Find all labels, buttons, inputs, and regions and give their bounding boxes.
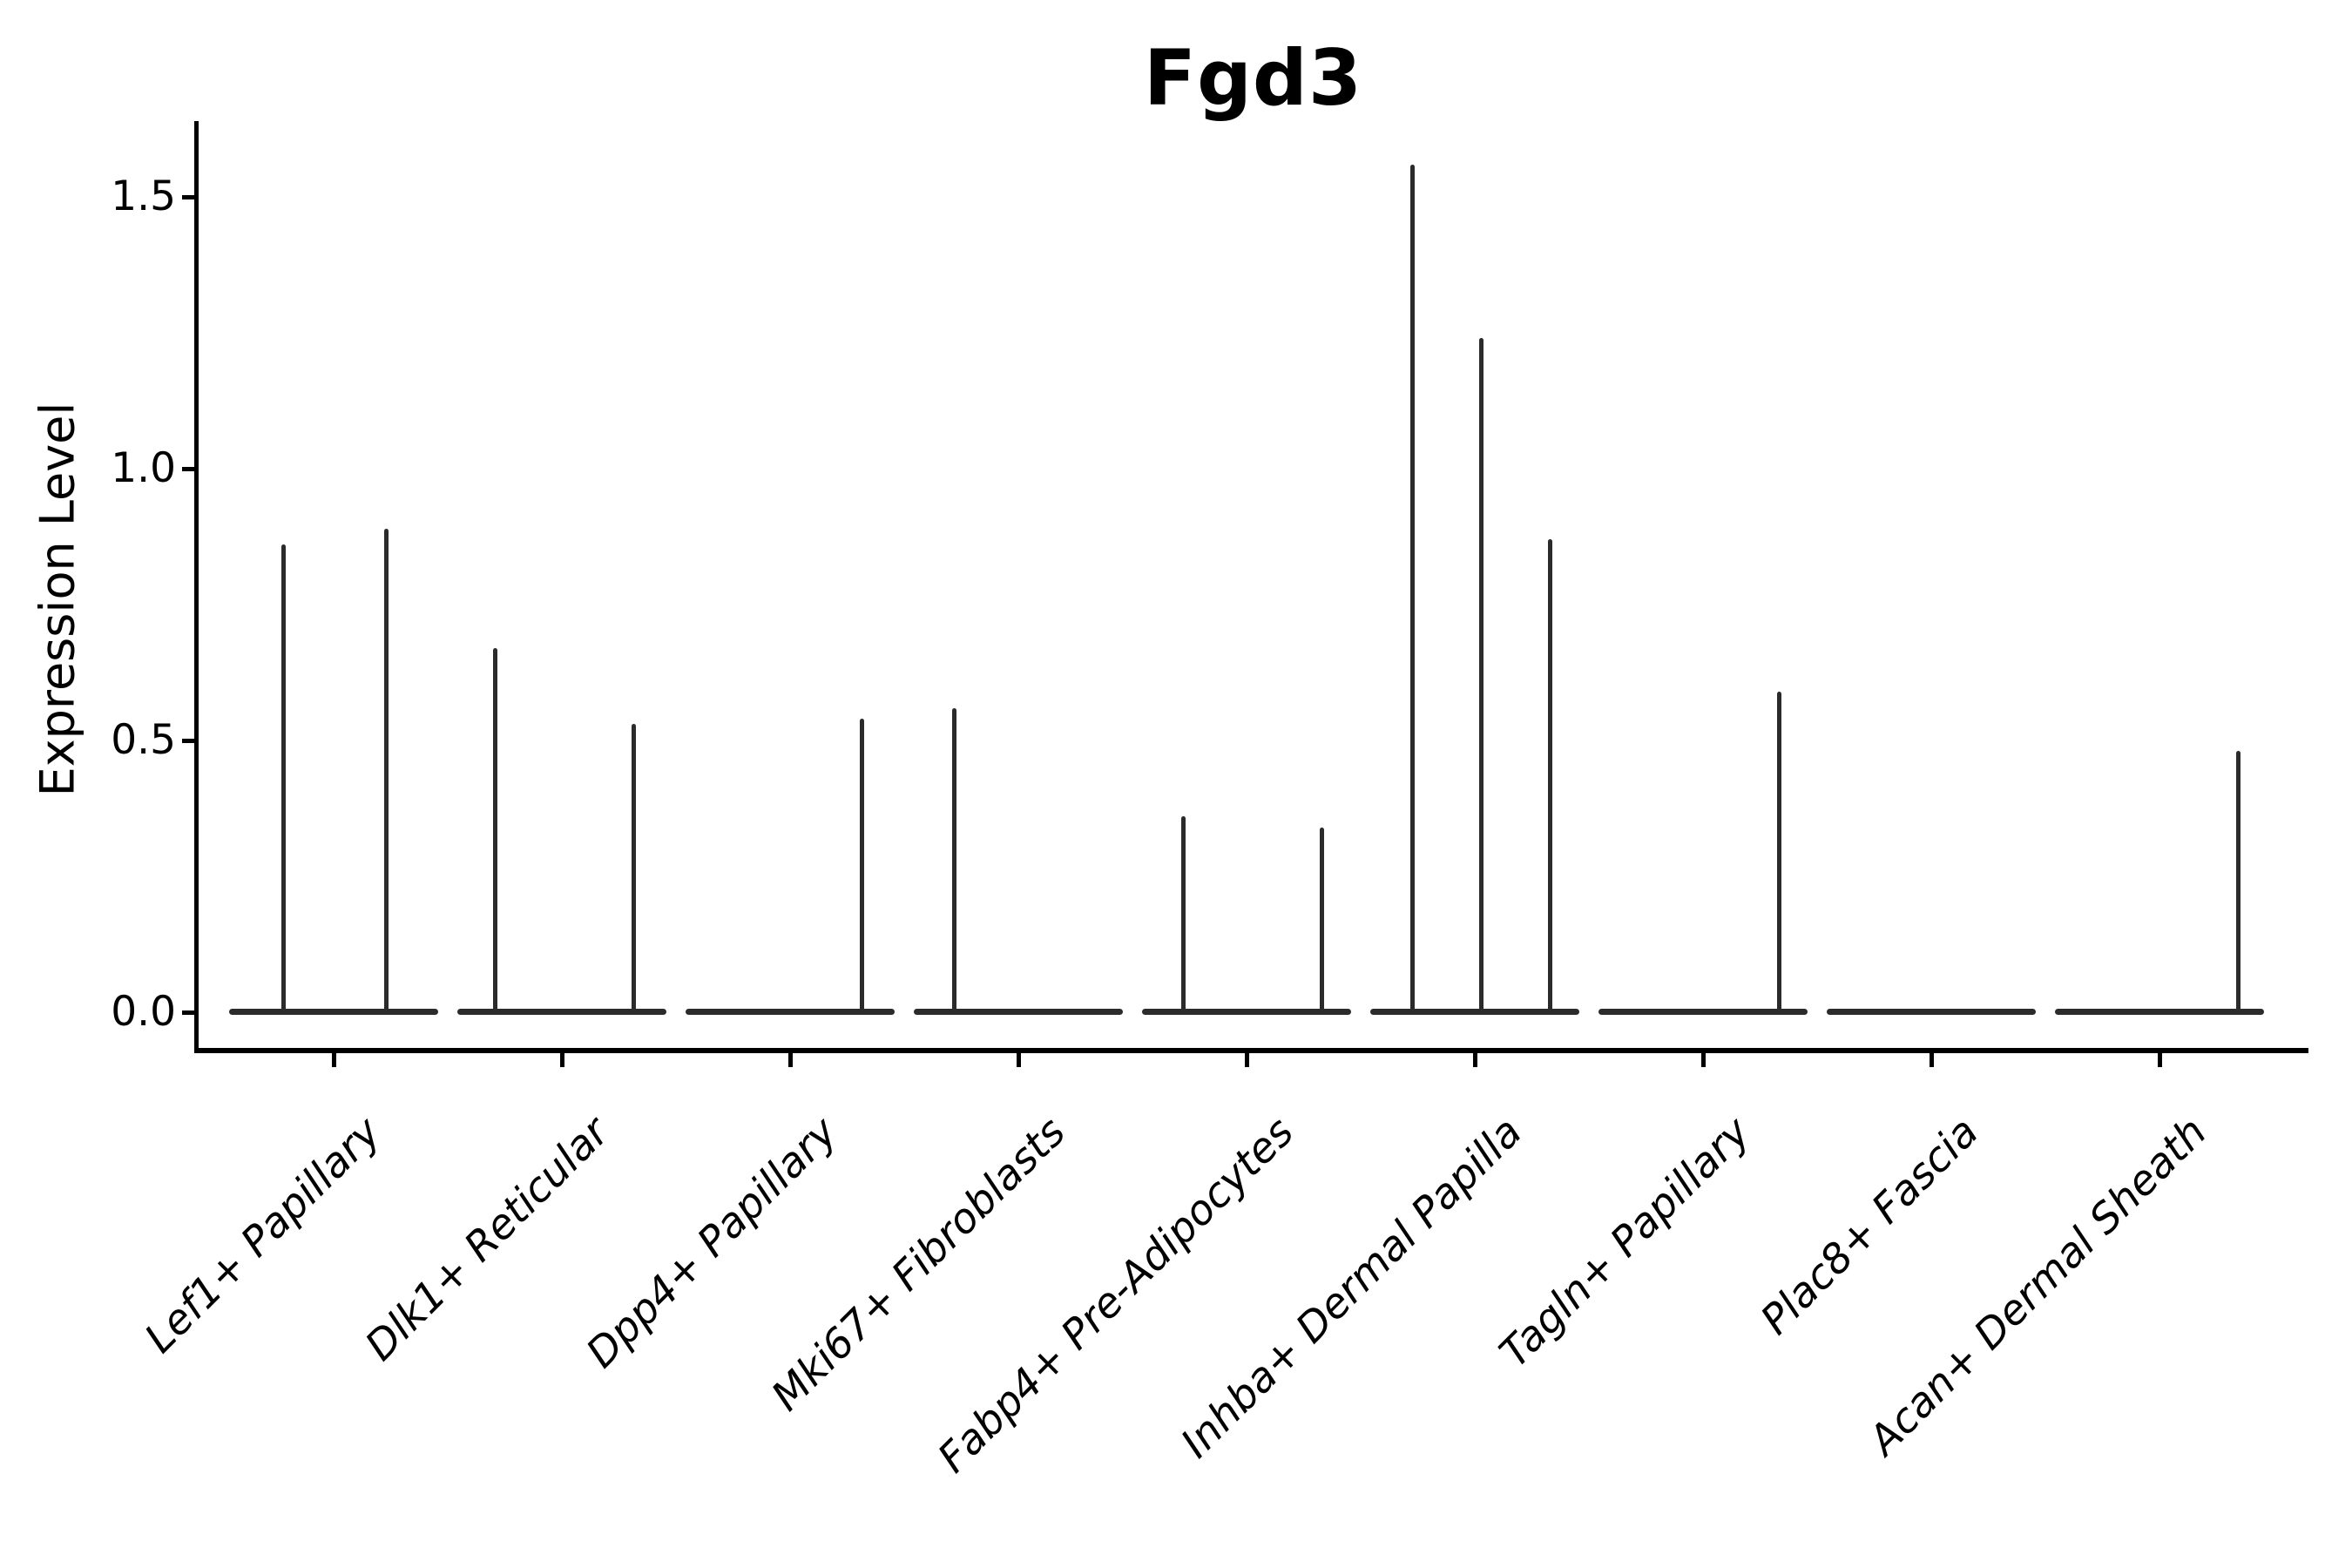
x-tick-mark — [1701, 1053, 1706, 1067]
violin-spike — [952, 708, 956, 1015]
violin-baseline — [1598, 1009, 1808, 1015]
violin-spike — [1479, 338, 1484, 1015]
x-tick-label: Dpp4+ Papillary — [577, 1108, 847, 1378]
y-tick-label: 1.5 — [111, 172, 176, 220]
y-tick-label: 1.0 — [111, 444, 176, 492]
x-tick-label: Plac8+ Fascia — [1751, 1108, 1988, 1345]
violin-baseline — [914, 1009, 1123, 1015]
plot-title: Fgd3 — [1143, 33, 1363, 123]
x-tick-label: Tagln+ Papillary — [1490, 1108, 1760, 1377]
violin-spike — [1410, 165, 1415, 1015]
violin-spike — [281, 544, 286, 1015]
violin-baseline — [1142, 1009, 1351, 1015]
x-tick-mark — [1017, 1053, 1021, 1067]
y-tick-mark — [182, 1010, 195, 1015]
x-tick-mark — [788, 1053, 793, 1067]
x-tick-label: Dlk1+ Reticular — [355, 1108, 618, 1370]
violin-spike — [1777, 692, 1781, 1015]
x-tick-mark — [560, 1053, 564, 1067]
violin-spike — [2236, 751, 2240, 1015]
violin-baseline — [1827, 1009, 2036, 1015]
x-tick-mark — [1930, 1053, 1934, 1067]
y-axis-line — [194, 121, 199, 1053]
y-tick-mark — [182, 195, 195, 199]
violin-spike — [860, 719, 864, 1015]
y-tick-mark — [182, 467, 195, 471]
violin-spike — [1548, 539, 1552, 1015]
violin-baseline — [457, 1009, 666, 1015]
violin-spike — [1320, 828, 1324, 1015]
violin-baseline — [686, 1009, 895, 1015]
violin-spike — [384, 529, 389, 1015]
x-axis-line — [194, 1048, 2308, 1053]
violin-baseline — [1370, 1009, 1579, 1015]
x-tick-mark — [1473, 1053, 1477, 1067]
violin-spike — [493, 648, 497, 1015]
y-tick-label: 0.5 — [111, 716, 176, 764]
y-tick-mark — [182, 739, 195, 743]
violin-baseline — [229, 1009, 438, 1015]
x-tick-label: Lef1+ Papillary — [135, 1108, 390, 1363]
violin-baseline — [2055, 1009, 2264, 1015]
violin-spike — [632, 724, 636, 1015]
x-tick-mark — [1245, 1053, 1249, 1067]
y-tick-label: 0.0 — [111, 988, 176, 1036]
violin-spike — [1181, 816, 1186, 1015]
x-tick-mark — [332, 1053, 336, 1067]
x-tick-mark — [2158, 1053, 2162, 1067]
